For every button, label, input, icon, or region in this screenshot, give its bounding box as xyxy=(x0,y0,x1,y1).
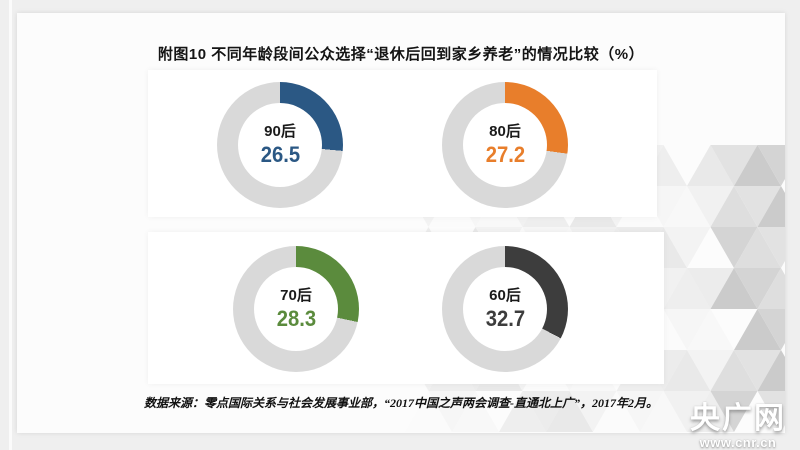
percentage-value: 28.3 xyxy=(276,305,316,331)
donut-panel-bottom xyxy=(148,232,664,384)
donut-center-label-80s: 80后 27.2 xyxy=(442,82,568,208)
cnr-url-text: www.cnr.cn xyxy=(699,435,777,450)
age-group-label: 70后 xyxy=(280,286,312,304)
age-group-label: 60后 xyxy=(489,286,521,304)
data-source-note: 数据来源：零点国际关系与社会发展事业部，“2017中国之声两会调查-直通北上广”… xyxy=(144,396,658,410)
percentage-value: 26.5 xyxy=(260,141,300,167)
donut-chart-70s: 70后 28.3 xyxy=(233,246,359,372)
left-edge-highlight xyxy=(9,0,12,450)
donut-center-label-90s: 90后 26.5 xyxy=(217,82,343,208)
cnr-watermark: 央广网 www.cnr.cn xyxy=(678,401,798,450)
donut-chart-60s: 60后 32.7 xyxy=(442,246,568,372)
donut-chart-90s: 90后 26.5 xyxy=(217,82,343,208)
age-group-label: 90后 xyxy=(264,122,296,140)
chart-title: 附图10 不同年龄段间公众选择“退休后回到家乡养老”的情况比较（%） xyxy=(157,46,645,63)
chart-slide-card: 附图10 不同年龄段间公众选择“退休后回到家乡养老”的情况比较（%） 90后 2… xyxy=(17,13,785,433)
cnr-logo-text: 央广网 xyxy=(690,401,786,435)
donut-center-label-60s: 60后 32.7 xyxy=(442,246,568,372)
percentage-value: 27.2 xyxy=(485,141,525,167)
donut-chart-80s: 80后 27.2 xyxy=(442,82,568,208)
percentage-value: 32.7 xyxy=(485,305,525,331)
age-group-label: 80后 xyxy=(489,122,521,140)
donut-center-label-70s: 70后 28.3 xyxy=(233,246,359,372)
